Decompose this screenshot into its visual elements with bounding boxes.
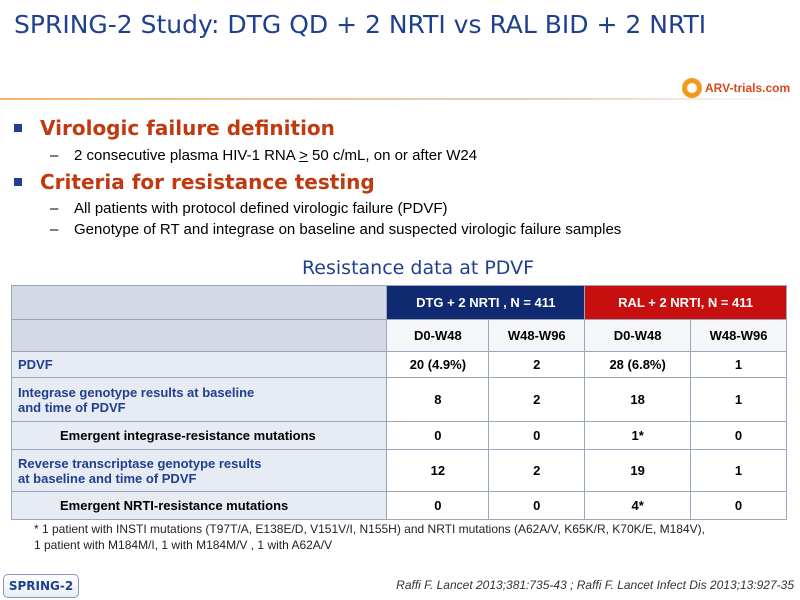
row-label: PDVF [10, 351, 388, 378]
table-row: Emergent integrase-resistance mutations … [10, 421, 787, 450]
table-cell: 0 [690, 491, 787, 520]
subheader-cell: W48-W96 [690, 319, 787, 352]
table-title: Resistance data at PDVF [301, 257, 535, 279]
table-cell: 28 (6.8%) [584, 351, 692, 378]
table-cell: 0 [386, 491, 490, 520]
header-empty-cell [10, 285, 388, 320]
table-cell: 2 [488, 449, 586, 492]
table-row: PDVF 20 (4.9%) 2 28 (6.8%) 1 [10, 351, 787, 378]
table-cell: 0 [488, 421, 586, 450]
dtg-group-header: DTG + 2 NRTI , N = 411 [386, 285, 586, 320]
row-label: Emergent NRTI-resistance mutations [10, 491, 388, 520]
table-cell: 2 [488, 377, 586, 422]
bullet-square-icon [14, 178, 22, 186]
subheader-cell: W48-W96 [488, 319, 586, 352]
subheader-cell: D0-W48 [386, 319, 490, 352]
bullet-heading: Criteria for resistance testing [40, 170, 375, 194]
reference-citation: Raffi F. Lancet 2013;381:735-43 ; Raffi … [396, 578, 794, 592]
table-cell: 2 [488, 351, 586, 378]
row-label: Emergent integrase-resistance mutations [10, 421, 388, 450]
ral-group-header: RAL + 2 NRTI, N = 411 [584, 285, 787, 320]
table-cell: 8 [386, 377, 490, 422]
table-cell: 1 [690, 351, 787, 378]
table-cell: 12 [386, 449, 490, 492]
arv-trials-logo: ARV-trials.com [682, 78, 790, 98]
spring2-badge: SPRING-2 [3, 574, 79, 598]
row-label: Reverse transcriptase genotype results at… [10, 449, 388, 492]
dash-icon: – [50, 200, 59, 217]
subheader-empty-cell [10, 319, 388, 352]
slide-title: SPRING-2 Study: DTG QD + 2 NRTI vs RAL B… [14, 10, 707, 39]
table-row: Reverse transcriptase genotype results at… [10, 449, 787, 492]
sub-bullet: – All patients with protocol defined vir… [50, 200, 448, 217]
table-cell: 18 [584, 377, 692, 422]
dash-icon: – [50, 147, 59, 164]
table-header-row: DTG + 2 NRTI , N = 411 RAL + 2 NRTI, N =… [10, 285, 787, 320]
resistance-table: DTG + 2 NRTI , N = 411 RAL + 2 NRTI, N =… [10, 285, 787, 520]
dash-icon: – [50, 221, 59, 238]
bullet-virologic-failure: Virologic failure definition [14, 116, 335, 140]
table-cell: 1 [690, 449, 787, 492]
table-cell: 4* [584, 491, 692, 520]
logo-circle-icon [682, 78, 702, 98]
table-row: Emergent NRTI-resistance mutations 0 0 4… [10, 491, 787, 520]
sub-bullet: – 2 consecutive plasma HIV-1 RNA > 50 c/… [50, 147, 477, 164]
logo-text: ARV-trials.com [705, 81, 791, 95]
table-row: Integrase genotype results at baseline an… [10, 377, 787, 422]
sub-bullet: – Genotype of RT and integrase on baseli… [50, 221, 621, 238]
table-cell: 1* [584, 421, 692, 450]
row-label: Integrase genotype results at baseline an… [10, 377, 388, 422]
bullet-square-icon [14, 124, 22, 132]
table-cell: 0 [690, 421, 787, 450]
table-cell: 20 (4.9%) [386, 351, 490, 378]
footnote: * 1 patient with INSTI mutations (T97T/A… [34, 522, 705, 552]
table-cell: 1 [690, 377, 787, 422]
table-cell: 19 [584, 449, 692, 492]
sub-bullet-text: 2 consecutive plasma HIV-1 RNA > 50 c/mL… [74, 147, 478, 164]
table-cell: 0 [488, 491, 586, 520]
sub-bullet-text: Genotype of RT and integrase on baseline… [74, 221, 622, 238]
sub-bullet-text: All patients with protocol defined virol… [74, 200, 448, 217]
bullet-heading: Virologic failure definition [40, 116, 335, 140]
subheader-cell: D0-W48 [584, 319, 692, 352]
table-subheader-row: D0-W48 W48-W96 D0-W48 W48-W96 [10, 319, 787, 352]
title-divider [0, 98, 800, 100]
table-cell: 0 [386, 421, 490, 450]
bullet-resistance-criteria: Criteria for resistance testing [14, 170, 375, 194]
